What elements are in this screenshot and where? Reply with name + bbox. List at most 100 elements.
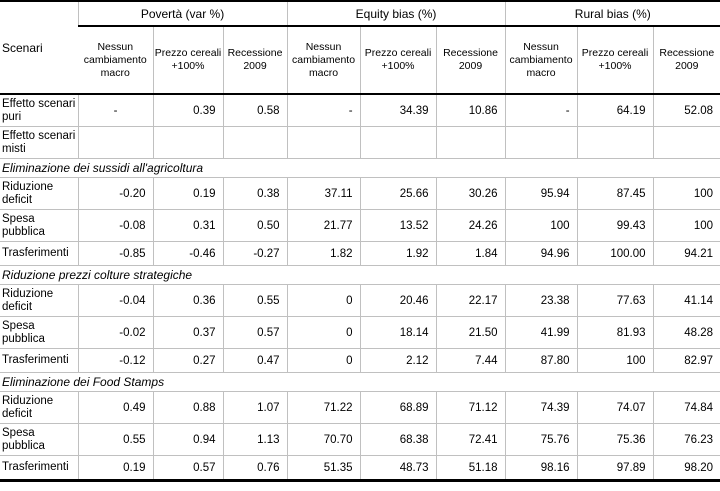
value-cell: 74.07 xyxy=(576,391,654,424)
value-cell: 98.16 xyxy=(504,455,578,482)
value-cell: 0 xyxy=(286,284,361,317)
value-cell: 70.70 xyxy=(286,423,361,456)
value-cell: 87.45 xyxy=(576,177,654,210)
empty-cell xyxy=(77,126,153,159)
empty-cell xyxy=(576,126,654,159)
row-label: Spesa pubblica xyxy=(0,316,78,349)
value-cell: - xyxy=(504,94,578,127)
corner-cell-scenari: Scenari xyxy=(0,1,78,95)
value-cell: 77.63 xyxy=(576,284,654,317)
value-cell: 22.17 xyxy=(435,284,506,317)
value-cell: 0.49 xyxy=(77,391,153,424)
value-cell: 0.76 xyxy=(222,455,288,482)
group-header-rural-bias: Rural bias (%) xyxy=(504,1,720,27)
empty-cell xyxy=(435,126,506,159)
row-label: Trasferimenti xyxy=(0,455,78,482)
value-cell: 100 xyxy=(504,209,578,242)
value-cell: -0.85 xyxy=(77,241,153,266)
value-cell: 52.08 xyxy=(652,94,720,127)
empty-cell xyxy=(359,126,437,159)
value-cell: 34.39 xyxy=(359,94,437,127)
value-cell: 30.26 xyxy=(435,177,506,210)
value-cell: 7.44 xyxy=(435,348,506,373)
value-cell: 0.39 xyxy=(152,94,223,127)
value-cell: 87.80 xyxy=(504,348,578,373)
table-row: Riduzione deficit -0.20 0.19 0.38 37.11 25.66… xyxy=(0,177,720,210)
value-cell: 1.82 xyxy=(286,241,361,266)
value-cell: 75.76 xyxy=(504,423,578,456)
table-row: Spesa pubblica 0.55 0.94 1.13 70.70 68.38 72.4… xyxy=(0,423,720,456)
section-title: Eliminazione dei sussidi all'agricoltura xyxy=(0,158,720,178)
row-label: Trasferimenti xyxy=(0,348,78,373)
value-cell: 23.38 xyxy=(504,284,578,317)
section-header-row: Eliminazione dei sussidi all'agricoltura xyxy=(0,158,720,178)
subheader-prezzo-cereali: Prezzo cereali +100% xyxy=(576,26,654,95)
value-cell: 100 xyxy=(652,209,720,242)
table-row: Riduzione deficit -0.04 0.36 0.55 0 20.46 22.1… xyxy=(0,284,720,317)
value-cell: 25.66 xyxy=(359,177,437,210)
row-label: Riduzione deficit xyxy=(0,177,78,210)
value-cell: 75.36 xyxy=(576,423,654,456)
value-cell: 68.38 xyxy=(359,423,437,456)
value-cell: 41.99 xyxy=(504,316,578,349)
subheader-recessione: Recessione 2009 xyxy=(222,26,288,95)
subheader-recessione: Recessione 2009 xyxy=(435,26,506,95)
empty-cell xyxy=(652,126,720,159)
table-header: Scenari Povertà (var %) Equity bias (%) … xyxy=(0,1,720,95)
group-header-poverta: Povertà (var %) xyxy=(77,1,288,27)
row-label: Effetto scenari misti xyxy=(0,126,78,159)
value-cell: 100 xyxy=(652,177,720,210)
value-cell: 0.88 xyxy=(152,391,223,424)
empty-cell xyxy=(286,126,361,159)
value-cell: 81.93 xyxy=(576,316,654,349)
value-cell: 51.35 xyxy=(286,455,361,482)
value-cell: 68.89 xyxy=(359,391,437,424)
subheader-nessun-cambiamento: Nessun cambiamento macro xyxy=(78,26,153,95)
empty-cell xyxy=(152,126,223,159)
value-cell: 21.77 xyxy=(286,209,361,242)
row-label: Spesa pubblica xyxy=(0,209,78,242)
value-cell: 0.58 xyxy=(222,94,288,127)
subheader-prezzo-cereali: Prezzo cereali +100% xyxy=(359,26,437,95)
value-cell: -0.20 xyxy=(77,177,153,210)
value-cell: 74.39 xyxy=(504,391,578,424)
value-cell: 0.57 xyxy=(152,455,223,482)
value-cell: - xyxy=(286,94,361,127)
table-row: Spesa pubblica -0.02 0.37 0.57 0 18.14 21.50 41… xyxy=(0,316,720,349)
table-body: Effetto scenari puri -0.39 0.58-34.39 10.86… xyxy=(0,94,720,482)
value-cell: 48.73 xyxy=(359,455,437,482)
subheader-nessun-cambiamento: Nessun cambiamento macro xyxy=(286,26,361,95)
table-row: Trasferimenti -0.85 -0.46 -0.27 1.82 1.92 1.84… xyxy=(0,241,720,266)
value-cell: 76.23 xyxy=(652,423,720,456)
value-cell: 0 xyxy=(286,316,361,349)
value-cell: 0.19 xyxy=(77,455,153,482)
value-cell: 64.19 xyxy=(576,94,654,127)
subheader-recessione: Recessione 2009 xyxy=(652,26,720,95)
value-cell: 1.13 xyxy=(222,423,288,456)
value-cell: 0.19 xyxy=(152,177,223,210)
value-cell: 21.50 xyxy=(435,316,506,349)
value-cell: 48.28 xyxy=(652,316,720,349)
value-cell: 97.89 xyxy=(576,455,654,482)
row-label: Spesa pubblica xyxy=(0,423,78,456)
value-cell: 72.41 xyxy=(435,423,506,456)
subheader-prezzo-cereali: Prezzo cereali +100% xyxy=(152,26,223,95)
section-title: Eliminazione dei Food Stamps xyxy=(0,372,720,392)
value-cell: 0.36 xyxy=(152,284,223,317)
section-header-row: Riduzione prezzi colture strategiche xyxy=(0,265,720,285)
section-title: Riduzione prezzi colture strategiche xyxy=(0,265,720,285)
value-cell: 99.43 xyxy=(576,209,654,242)
value-cell: -0.02 xyxy=(77,316,153,349)
value-cell: 20.46 xyxy=(359,284,437,317)
value-cell: 0.55 xyxy=(77,423,153,456)
value-cell: 37.11 xyxy=(286,177,361,210)
value-cell: - xyxy=(77,94,153,127)
value-cell: 0.27 xyxy=(152,348,223,373)
group-header-row: Scenari Povertà (var %) Equity bias (%) … xyxy=(0,1,720,95)
section-header-row: Eliminazione dei Food Stamps xyxy=(0,372,720,392)
table-row: Spesa pubblica -0.08 0.31 0.50 21.77 13.52 24.… xyxy=(0,209,720,242)
row-label: Riduzione deficit xyxy=(0,284,78,317)
value-cell: 13.52 xyxy=(359,209,437,242)
value-cell: 71.22 xyxy=(286,391,361,424)
